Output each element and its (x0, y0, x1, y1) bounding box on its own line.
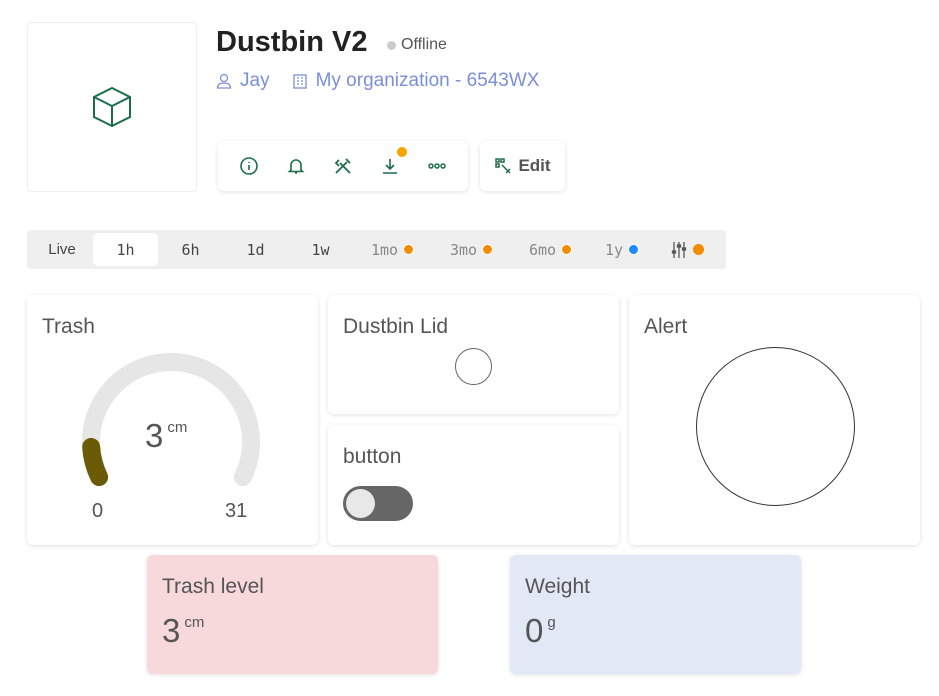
status-dot (387, 40, 396, 50)
more-icon (427, 163, 446, 169)
download-icon (382, 159, 397, 174)
value-number: 3 (162, 612, 181, 649)
range-3mo[interactable]: 3mo (432, 233, 511, 266)
widget-title: Dustbin Lid (343, 315, 449, 338)
range-label: 1h (116, 240, 135, 259)
widget-title: Trash level (162, 575, 264, 598)
dustbin-lid-widget: Dustbin Lid (328, 295, 619, 414)
range-6h[interactable]: 6h (158, 233, 223, 266)
gauge-unit: cm (167, 419, 188, 436)
range-settings-button[interactable] (654, 233, 719, 266)
gauge-value-number: 3 (145, 417, 164, 454)
owner-link[interactable]: Jay (240, 70, 270, 91)
settings-indicator-dot (692, 244, 704, 255)
button-widget: button (328, 425, 619, 545)
widget-title: Alert (644, 315, 688, 338)
value-number: 0 (525, 612, 544, 649)
user-icon (216, 73, 232, 89)
more-button[interactable] (422, 151, 452, 181)
range-label: 1y (604, 240, 624, 259)
range-Live[interactable]: Live (31, 233, 93, 266)
edit-label: Edit (518, 156, 551, 175)
widget-title: Trash (42, 315, 95, 338)
device-title: Dustbin V2 (216, 26, 368, 58)
range-label: 1w (311, 240, 330, 259)
download-badge (396, 147, 407, 157)
gauge-track (82, 353, 260, 487)
lid-indicator-led (455, 348, 492, 385)
download-button[interactable] (375, 147, 407, 181)
bell-icon (287, 159, 305, 174)
gauge-value: 3 cm (145, 417, 187, 455)
range-1mo[interactable]: 1mo (353, 233, 432, 266)
organization-icon (292, 74, 307, 89)
alert-indicator-led (696, 347, 855, 506)
device-toolbar (218, 141, 468, 191)
range-label: 3mo (449, 240, 478, 259)
device-thumbnail (27, 22, 197, 192)
range-label: 1mo (370, 240, 399, 259)
range-1y[interactable]: 1y (590, 233, 654, 266)
gauge-fill (82, 437, 109, 487)
toggle-knob (346, 489, 375, 518)
range-indicator-dot (628, 244, 640, 255)
notifications-button[interactable] (281, 151, 311, 181)
widget-title: button (343, 445, 402, 468)
info-icon (240, 157, 259, 175)
status-text: Offline (401, 36, 447, 53)
widget-title: Weight (525, 575, 590, 598)
alert-widget: Alert (629, 295, 920, 545)
gauge-max: 31 (225, 500, 248, 522)
range-label: 6h (181, 240, 200, 259)
time-range-selector: Live 1h 6h 1d 1w 1mo 3mo 6mo 1y (27, 230, 726, 269)
range-1h[interactable]: 1h (93, 233, 158, 266)
range-label: Live (48, 241, 76, 258)
tools-icon (334, 158, 351, 174)
value-unit: cm (184, 614, 205, 631)
range-indicator-dot (403, 244, 415, 255)
trash-level-value: 3 cm (162, 612, 204, 650)
range-label: 6mo (528, 240, 557, 259)
sliders-icon (671, 241, 686, 258)
cube-icon (93, 86, 131, 128)
value-unit: g (547, 614, 556, 631)
range-1w[interactable]: 1w (288, 233, 353, 266)
range-indicator-dot (561, 244, 573, 255)
info-button[interactable] (234, 151, 264, 181)
status-badge: Offline (387, 36, 447, 54)
trash-gauge (82, 353, 260, 487)
device-meta: Jay My organization - 6543WX (216, 70, 539, 92)
range-6mo[interactable]: 6mo (511, 233, 590, 266)
range-indicator-dot (482, 244, 494, 255)
edit-button[interactable]: Edit (480, 141, 565, 191)
organization-link[interactable]: My organization - 6543WX (315, 70, 540, 91)
button-toggle[interactable] (343, 486, 413, 521)
gauge-min: 0 (92, 500, 104, 522)
trash-level-widget: Trash level 3 cm (147, 555, 438, 674)
trash-widget: Trash 3 cm 0 31 (27, 295, 318, 545)
tools-button[interactable] (328, 151, 358, 181)
range-1d[interactable]: 1d (223, 233, 288, 266)
edit-icon (495, 158, 511, 174)
range-label: 1d (246, 240, 265, 259)
